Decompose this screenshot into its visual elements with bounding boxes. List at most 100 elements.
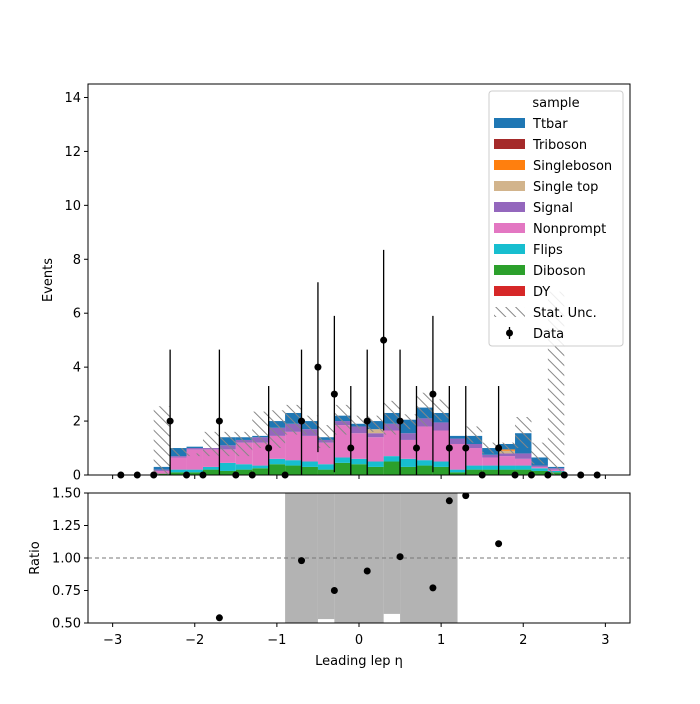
stack-bar-flips <box>186 469 203 473</box>
legend-label: Nonprompt <box>533 222 606 237</box>
stat-unc-bin <box>186 453 203 457</box>
stack-bar-diboson <box>235 469 253 475</box>
stack-bar-ttbar <box>186 446 203 449</box>
stack-bar-nonprompt <box>498 456 516 466</box>
legend-swatch <box>494 265 525 275</box>
stat-unc-bin <box>170 448 187 457</box>
stack-bar-flips <box>482 465 499 470</box>
legend-swatch <box>494 118 525 128</box>
stack-bar-nonprompt <box>383 430 401 457</box>
stack-bar-nonprompt <box>432 430 450 462</box>
stat-unc-bin <box>334 404 351 435</box>
stack-bar-flips <box>367 461 384 467</box>
stack-bar-signal <box>515 453 532 459</box>
stack-bar-flips <box>416 460 433 466</box>
data-point <box>495 444 503 452</box>
stat-unc-bin <box>515 417 532 449</box>
stack-bar-diboson <box>383 461 401 475</box>
stack-bar-signal <box>498 453 516 457</box>
ratio-axes: 0.50 0.75 1.00 1.25 1.50 −3 −2 −1 0 1 2 3 <box>52 487 631 648</box>
stack-bar-flips <box>334 457 351 463</box>
data-point <box>412 444 420 452</box>
ratio-points-layer <box>215 493 503 622</box>
stack-bar-flips <box>400 458 417 467</box>
stack-bar-flips <box>268 458 286 465</box>
stack-bar-signal <box>465 443 483 449</box>
stat-unc-bin <box>268 410 286 449</box>
legend-label: Diboson <box>533 264 586 279</box>
ratio-point <box>396 553 404 561</box>
stack-bar-signal <box>449 438 466 444</box>
stack-bar-flips <box>383 456 401 462</box>
stack-bar-diboson <box>170 472 187 475</box>
stack-bar-diboson <box>301 466 318 475</box>
stat-unc-bin <box>219 431 236 457</box>
stack-bar-signal <box>400 433 417 440</box>
legend-label: Signal <box>533 201 573 216</box>
stack-bar-flips <box>449 469 466 473</box>
main-y-tick-label: 8 <box>73 253 81 268</box>
stack-bar-flips <box>170 469 187 473</box>
data-point <box>265 444 273 452</box>
stack-bar-flips <box>432 461 450 467</box>
data-point <box>215 417 223 425</box>
legend-swatch <box>494 202 525 212</box>
ratio-x-tick-label: −1 <box>267 633 286 648</box>
stack-bar-flips <box>252 465 269 469</box>
stack-bar-ttbar <box>449 435 466 439</box>
data-point <box>363 417 371 425</box>
stack-bar-signal <box>170 456 187 458</box>
stack-bar-diboson <box>416 465 433 475</box>
ratio-point <box>429 584 437 592</box>
main-axes: 0 2 4 6 8 10 12 14 <box>64 83 631 484</box>
ratio-x-tick-label: 2 <box>519 633 527 648</box>
legend-label: Flips <box>533 243 563 258</box>
stat-unc-bin <box>432 399 450 422</box>
ratio-unc-bin <box>383 493 401 614</box>
ratio-x-tick-label: 1 <box>437 633 445 648</box>
data-point <box>298 417 306 425</box>
data-point <box>347 444 355 452</box>
stat-unc-bin <box>317 425 335 449</box>
stack-bar-flips <box>498 465 516 470</box>
stack-bar-flips <box>465 465 483 470</box>
stat-unc-bin <box>416 392 433 427</box>
main-y-axis-label: Events <box>41 258 56 302</box>
stat-unc-bin <box>482 442 499 454</box>
stack-bar-diboson <box>186 472 203 475</box>
stack-bar-diboson <box>350 464 368 475</box>
legend-label: DY <box>533 285 550 300</box>
legend-label: Ttbar <box>532 117 568 132</box>
stack-bar-signal <box>432 422 450 431</box>
main-y-tick-label: 2 <box>73 415 81 430</box>
ratio-x-tick-label: −3 <box>103 633 122 648</box>
stack-bar-nonprompt <box>252 442 269 466</box>
stack-bar-nonprompt <box>465 448 483 466</box>
legend-label: Single top <box>533 180 598 195</box>
ratio-point <box>363 567 371 575</box>
ratio-y-tick-label: 1.00 <box>52 552 81 567</box>
legend-label: Data <box>533 327 564 342</box>
stat-unc-bin <box>350 415 368 430</box>
legend-title: sample <box>532 96 579 111</box>
stack-bar-nonprompt <box>285 431 302 461</box>
stack-bar-flips <box>301 461 318 467</box>
stack-bar-diboson <box>317 469 335 475</box>
legend: sample Ttbar Triboson Singleboson Single to… <box>488 90 624 347</box>
stat-unc-bin <box>285 404 302 435</box>
ratio-x-tick-label: 3 <box>601 633 609 648</box>
legend-swatch <box>494 307 525 317</box>
stat-unc-bin <box>367 415 384 432</box>
data-point <box>429 390 437 398</box>
stack-bar-nonprompt <box>367 437 384 462</box>
ratio-point <box>298 557 306 565</box>
stack-bar-diboson <box>482 469 499 475</box>
main-stack-layer <box>153 407 565 475</box>
stack-bar-signal <box>186 448 203 450</box>
ratio-unc-bin <box>317 493 335 620</box>
stat-unc-bin <box>301 415 318 435</box>
stack-bar-flips <box>219 462 236 471</box>
stack-bar-flips <box>202 466 220 470</box>
ratio-y-tick-label: 0.75 <box>52 584 81 599</box>
